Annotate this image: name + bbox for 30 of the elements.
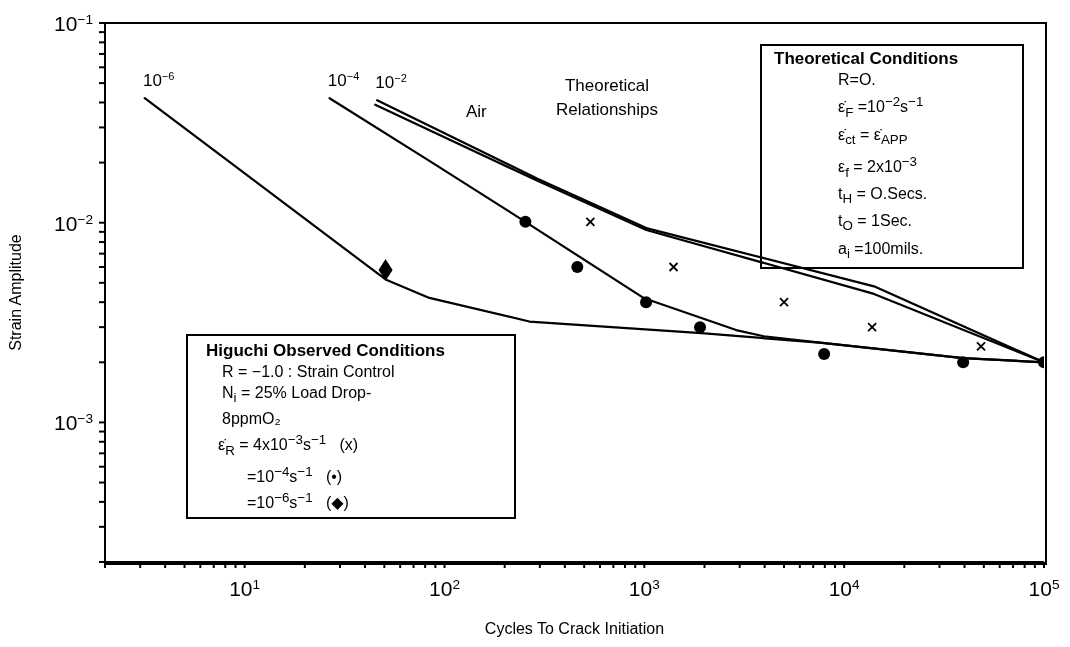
annotation: ε̇$_{R}$ = 4x10$^{−3}$s$^{−1}$ (x) [218,431,360,460]
annotation: R = −1.0 : Strain Control [222,362,396,382]
annotation: Theoretical Conditions [774,48,960,69]
annotation: =10$^{−4}$s$^{−1}$ (•) [247,462,344,488]
annotation: ε̇$_{ct}$ = ε̇$_{APP}$ [838,124,909,149]
annotation: R=O. [838,70,877,90]
x-tick-label: 10$^{3}$ [628,576,660,600]
annotation: Theoretical Relationships [554,75,660,121]
annotation: t$_{H}$ = O.Secs. [838,184,929,209]
y-axis-title: Strain Amplitude [6,234,24,351]
y-tick-label: 10$^{−1}$ [54,11,93,35]
annotation: t$_{O}$ = 1Sec. [838,211,913,236]
x-tick-label: 10$^{4}$ [828,576,861,600]
series-label: Air [465,101,488,121]
annotation: ε$_{f}$ = 2x10$^{−3}$ [838,152,918,182]
y-tick-label: 10$^{−2}$ [54,211,93,235]
y-tick-label: 10$^{−3}$ [54,410,93,435]
series-label: 10$^{−4}$ [327,70,360,91]
x-tick-label: 10$^{5}$ [1028,576,1060,600]
annotation: =10$^{−6}$s$^{−1}$ (◆) [247,489,350,514]
series-label: 10$^{−6}$ [142,70,175,91]
annotation: Higuchi Observed Conditions [206,340,446,361]
x-tick-label: 10$^{1}$ [229,576,261,600]
annotation: 8ppmO₂ [222,409,282,430]
x-axis-title: Cycles To Crack Initiation [484,620,665,637]
annotation: a$_{i}$ =100mils. [838,238,925,263]
annotation: N$_{i}$ = 25% Load Drop- [222,383,373,408]
x-tick-label: 10$^{2}$ [429,576,460,600]
series-label: 10$^{−2}$ [375,72,407,93]
annotation: ε̇$_{F}$ =10$^{−2}$s$^{−1}$ [838,93,925,122]
